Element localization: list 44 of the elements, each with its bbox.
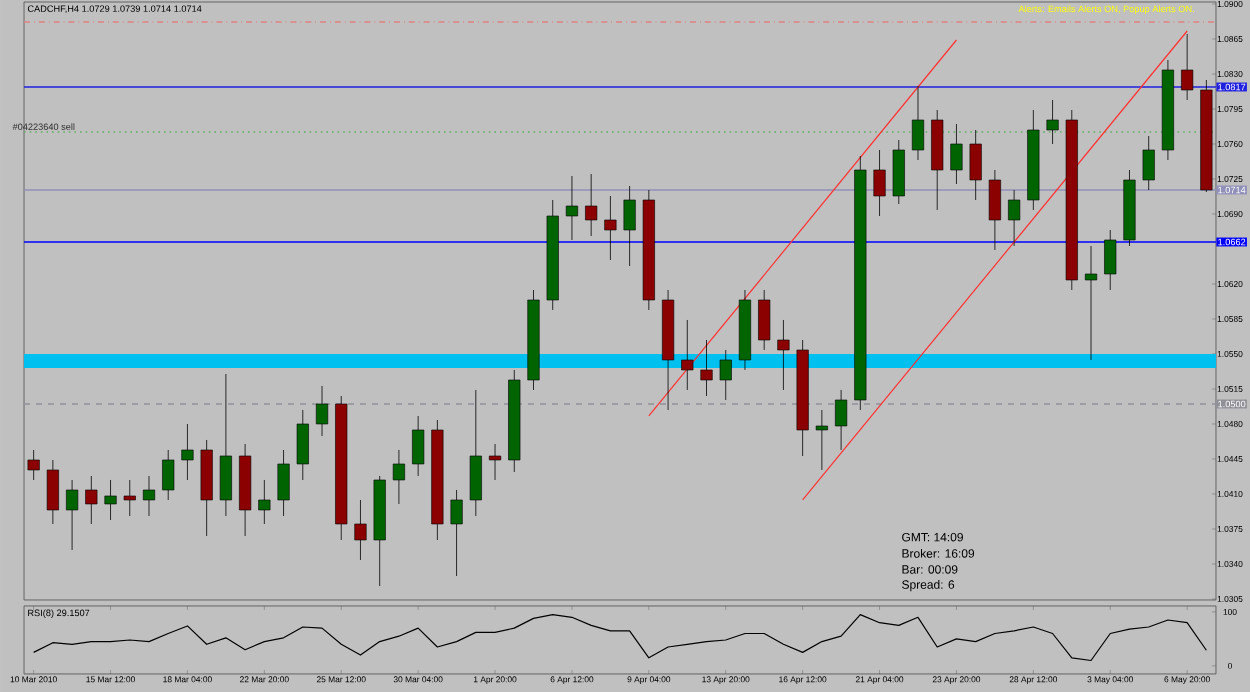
candlestick <box>66 479 79 551</box>
candlestick <box>123 479 136 517</box>
line-series <box>33 614 1207 662</box>
candlestick <box>277 449 290 517</box>
candlestick <box>911 85 925 161</box>
candlestick <box>354 499 367 561</box>
candlestick <box>1046 99 1059 145</box>
candlestick <box>1142 135 1155 191</box>
candlestick <box>969 129 982 201</box>
candlestick <box>46 459 59 525</box>
candlestick <box>469 389 482 517</box>
candlestick <box>142 475 156 517</box>
candlestick <box>988 169 1001 251</box>
candlestick <box>623 185 636 267</box>
candlestick <box>315 385 329 437</box>
candlestick <box>604 195 617 261</box>
candlestick <box>950 123 963 185</box>
candlestick <box>815 409 828 471</box>
candlestick <box>892 139 905 205</box>
candlestick <box>412 415 425 477</box>
candlestick <box>835 389 848 451</box>
candlestick <box>27 449 40 481</box>
candlestick <box>450 489 463 577</box>
candlestick <box>777 319 790 391</box>
candlestick <box>296 409 309 481</box>
candlestick <box>681 319 694 391</box>
candlestick <box>1008 189 1021 247</box>
candlestick <box>1104 229 1117 291</box>
candlestick <box>719 349 732 401</box>
candlestick <box>85 475 98 525</box>
candlestick <box>565 175 579 241</box>
candlestick <box>181 423 194 481</box>
candlestick <box>1181 33 1194 101</box>
candlestick <box>392 449 405 505</box>
candlestick <box>873 149 886 217</box>
candlestick <box>758 289 771 351</box>
candlestick <box>104 479 117 521</box>
candlestick <box>162 449 175 501</box>
candlestick <box>258 479 271 525</box>
candlestick <box>488 443 502 481</box>
candlestick <box>585 173 598 237</box>
candlestick <box>219 373 232 517</box>
candlestick <box>700 339 713 397</box>
candlestick <box>1084 245 1098 361</box>
